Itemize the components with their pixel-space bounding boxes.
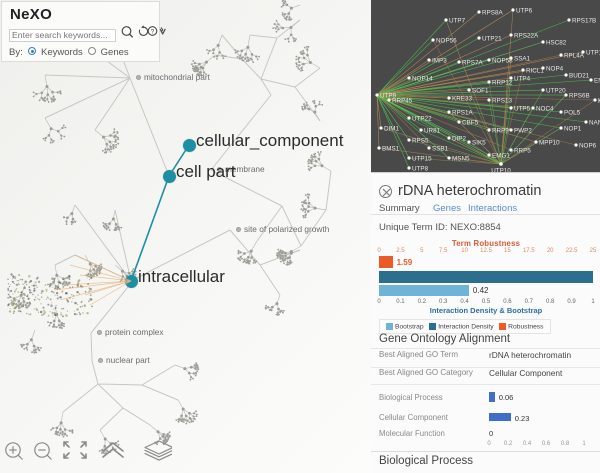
svg-text:UTP7: UTP7 <box>449 17 466 24</box>
svg-text:NAN1: NAN1 <box>589 119 600 126</box>
svg-text:NOP56: NOP56 <box>436 37 457 44</box>
svg-text:POL5: POL5 <box>564 109 581 116</box>
svg-text:RPS8A: RPS8A <box>482 9 503 16</box>
svg-text:RPS22A: RPS22A <box>514 32 539 39</box>
svg-text:SOF1: SOF1 <box>472 87 489 94</box>
svg-text:RPS7A: RPS7A <box>462 59 483 66</box>
svg-text:DIP2: DIP2 <box>452 135 466 142</box>
svg-text:SSA1: SSA1 <box>514 55 531 62</box>
svg-text:BMS1: BMS1 <box>382 145 400 152</box>
svg-text:?: ? <box>151 29 155 36</box>
svg-text:CBF5: CBF5 <box>462 119 479 126</box>
svg-text:UTP5: UTP5 <box>514 105 531 112</box>
svg-text:UR81: UR81 <box>424 127 441 134</box>
svg-text:NOP14: NOP14 <box>412 75 433 82</box>
svg-text:RRP9: RRP9 <box>492 127 509 134</box>
svg-text:EMG1: EMG1 <box>492 152 510 159</box>
svg-text:RPS1A: RPS1A <box>452 109 473 116</box>
svg-text:UTP6: UTP6 <box>516 7 533 14</box>
svg-text:RICL1: RICL1 <box>526 67 544 74</box>
svg-text:UTP8: UTP8 <box>412 165 429 172</box>
svg-text:RRP45: RRP45 <box>392 97 413 104</box>
svg-text:SSB1: SSB1 <box>432 145 449 152</box>
svg-text:NOP6: NOP6 <box>579 142 597 149</box>
svg-text:UTP20: UTP20 <box>546 87 566 94</box>
svg-text:MSN5: MSN5 <box>452 155 470 162</box>
svg-text:RPS6B: RPS6B <box>569 92 590 99</box>
svg-text:PWP2: PWP2 <box>514 127 532 134</box>
svg-text:RPS5: RPS5 <box>412 137 429 144</box>
svg-text:UTP4: UTP4 <box>514 75 531 82</box>
svg-text:HSC82: HSC82 <box>546 39 567 46</box>
svg-text:RPS17B: RPS17B <box>572 17 596 24</box>
svg-text:NOP4: NOP4 <box>546 65 564 72</box>
svg-text:NOC4: NOC4 <box>536 105 554 112</box>
svg-text:MPP10: MPP10 <box>539 139 560 146</box>
svg-text:DIM1: DIM1 <box>384 125 400 132</box>
svg-text:NOP1: NOP1 <box>564 125 582 132</box>
svg-text:UTP21: UTP21 <box>482 35 502 42</box>
svg-text:RRP12: RRP12 <box>492 79 513 86</box>
svg-text:UTP22: UTP22 <box>412 115 432 122</box>
svg-text:ENP1: ENP1 <box>594 77 600 84</box>
svg-text:RRP5: RRP5 <box>514 147 531 154</box>
svg-text:RPL4A: RPL4A <box>564 52 585 59</box>
svg-text:IMP3: IMP3 <box>432 57 447 64</box>
svg-text:KRE33: KRE33 <box>452 95 472 102</box>
svg-text:UTP13: UTP13 <box>586 49 600 56</box>
svg-text:RPS13: RPS13 <box>492 97 512 104</box>
svg-text:UTP15: UTP15 <box>412 155 432 162</box>
svg-text:SIK5: SIK5 <box>472 139 486 146</box>
svg-text:BUD21: BUD21 <box>569 72 590 79</box>
